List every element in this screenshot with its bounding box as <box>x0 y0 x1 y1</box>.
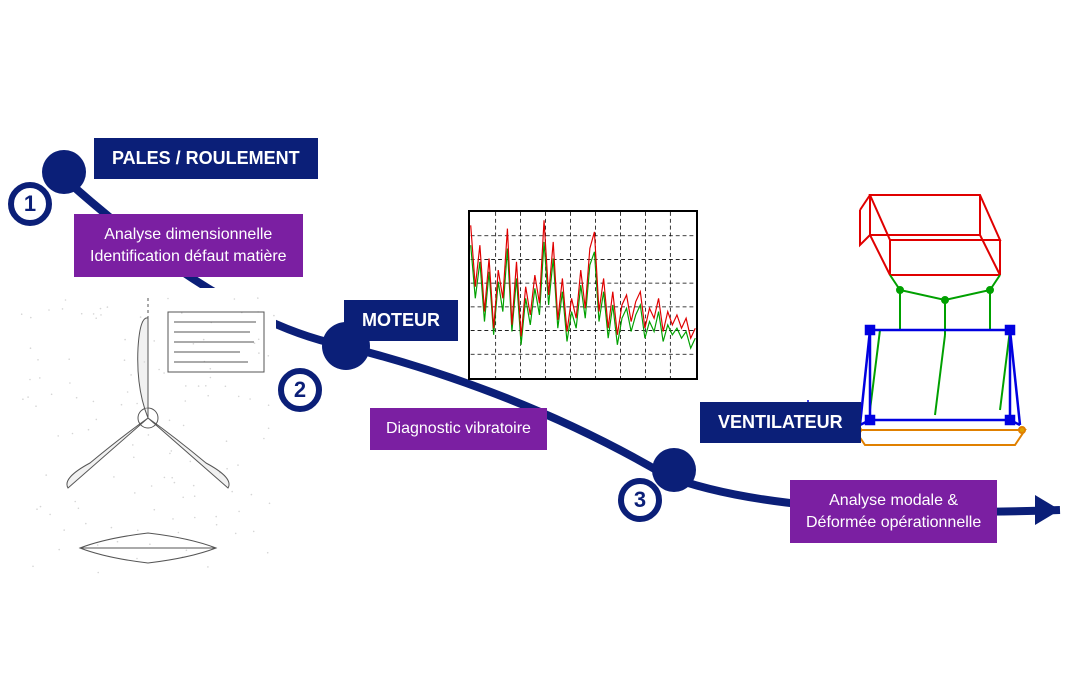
step-desc-3: Analyse modale &Déformée opérationnelle <box>790 480 997 543</box>
flow-node-3 <box>652 448 696 492</box>
vibration-chart-panel <box>468 210 698 380</box>
step-title-1: PALES / ROULEMENT <box>94 138 318 179</box>
flow-node-1 <box>42 150 86 194</box>
step-badge-2: 2 <box>278 368 322 412</box>
step-desc-2: Diagnostic vibratoire <box>370 408 547 450</box>
step-badge-3: 3 <box>618 478 662 522</box>
diagram-stage: 1 PALES / ROULEMENT Analyse dimensionnelle… <box>0 0 1080 700</box>
step-desc-1: Analyse dimensionnelleIdentification déf… <box>74 214 303 277</box>
blade-drawing-panel <box>20 288 276 578</box>
step-badge-1: 1 <box>8 182 52 226</box>
step-title-2: MOTEUR <box>344 300 458 341</box>
step-title-3: VENTILATEUR <box>700 402 861 443</box>
